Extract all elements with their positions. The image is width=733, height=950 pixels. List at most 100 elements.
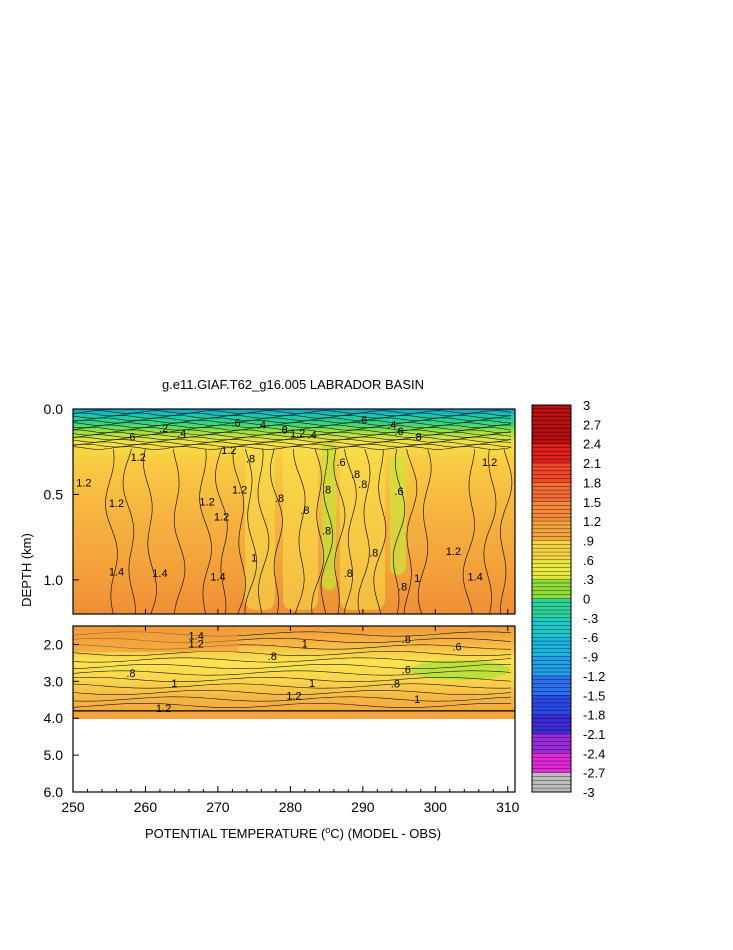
colorbar-swatch [532,451,571,456]
contour-line [72,434,512,438]
colorbar-label: -1.5 [583,688,605,703]
colorbar-swatch [532,718,571,723]
contour-label: 1.2 [221,445,236,457]
contour-label: .6 [231,418,240,430]
contour-line [73,429,512,433]
colorbar-swatch [532,784,571,789]
contour-label: .8 [369,548,378,560]
colorbar-label: 2.1 [583,456,601,471]
contour-line [72,696,512,702]
colorbar-swatch [532,691,571,696]
x-axis-label: POTENTIAL TEMPERATURE (oC) (MODEL - OBS) [145,825,441,841]
contour-label: 1.2 [199,496,214,508]
upper-contour-labels: 1.21.21.4 1.41.21.21.21.21.41.2.8.81.8.8.… [76,414,497,593]
contour-label: .8 [344,568,353,580]
colorbar-swatch [532,617,571,623]
y-tick-label: 4.0 [44,710,64,726]
colorbar-swatch [532,710,571,715]
contour-line [333,448,346,615]
contour-line [72,683,512,689]
contour-label: 1.2 [76,477,91,489]
contour-line [392,448,406,615]
colorbar-swatch [532,699,571,704]
contour-label: .4 [387,419,396,431]
contour-label: 1.2 [482,457,497,469]
contour-line [483,448,497,615]
contour-label: 1.4 [152,568,167,580]
colorbar-swatch [532,571,571,576]
green-lens-2 [390,455,406,575]
colorbar-swatch [532,733,571,739]
contour-label: 1.2 [189,639,204,651]
colorbar-label: 1.5 [583,495,601,510]
colorbar-swatch [532,540,571,545]
colorbar-swatch [532,683,571,688]
contour-line [73,441,512,445]
contour-label: .8 [398,582,407,594]
colorbar-label: 1.2 [583,514,601,529]
colorbar-swatch [532,501,571,507]
colorbar-swatch [532,590,571,596]
colorbar-swatch [532,687,571,692]
contour-label: .8 [322,484,331,496]
contour-line [73,417,512,421]
x-tick-label: 270 [206,799,230,815]
x-tick-label: 290 [351,799,375,815]
colorbar-swatch [532,420,571,425]
contour-line [403,448,418,615]
colorbar-swatch [532,579,571,584]
colorbar-swatch [532,613,571,619]
contour-label: 1.2 [109,498,124,510]
contour-label: 1 [414,694,420,706]
colorbar-swatch [532,552,571,557]
contour-line [105,448,118,615]
contour-line [172,448,186,615]
colorbar-swatch [532,517,571,522]
colorbar-swatch [532,575,571,580]
contour-line [72,677,512,682]
contour-label: .6 [394,426,403,438]
colorbar-swatch [532,559,571,565]
colorbar-swatch [532,439,571,445]
y-tick-label: 6.0 [44,784,64,800]
colorbar-swatch [532,505,571,510]
colorbar-swatch [532,432,571,437]
contour-label: 1.2 [131,452,146,464]
colorbar-swatch [532,606,571,611]
contour-line [320,448,334,615]
contour-label: .8 [402,634,411,646]
colorbar-swatch [532,772,571,777]
colorbar-swatch [532,478,571,483]
colorbar-swatch [532,753,571,758]
colorbar-swatch [532,424,571,429]
contour-line [72,431,512,436]
contour-line [72,703,512,708]
colorbar-swatch [532,706,571,712]
colorbar-label: -.9 [583,650,598,665]
contour-label: .8 [126,668,135,680]
colorbar-swatch [532,722,571,727]
lower-panel-frame [72,625,516,793]
colorbar-label: 3 [583,398,590,413]
colorbar-swatch [532,455,571,460]
colorbar-swatch [532,768,571,774]
green-lens-lower [410,660,510,680]
contour-label: .8 [246,454,255,466]
contour-line [122,448,136,615]
colorbar-label: -2.4 [583,746,605,761]
colorbar-swatch [532,610,571,615]
colorbar-label: -3 [583,785,595,800]
contour-label: 1.2 [446,546,461,558]
lower-y-ticks: 2.0 3.0 4.0 5.0 6.0 [44,636,79,800]
colorbar-label: 2.7 [583,417,601,432]
colorbar-swatch [532,761,571,766]
contour-line [199,448,212,615]
y-tick-label: 2.0 [44,636,64,652]
colorbar-swatch [532,730,571,735]
colorbar-label: -.6 [583,630,598,645]
colorbar-swatch [532,544,571,549]
colorbar-swatch [532,644,571,650]
colorbar-swatch [532,524,571,530]
colorbar-swatch [532,416,571,421]
